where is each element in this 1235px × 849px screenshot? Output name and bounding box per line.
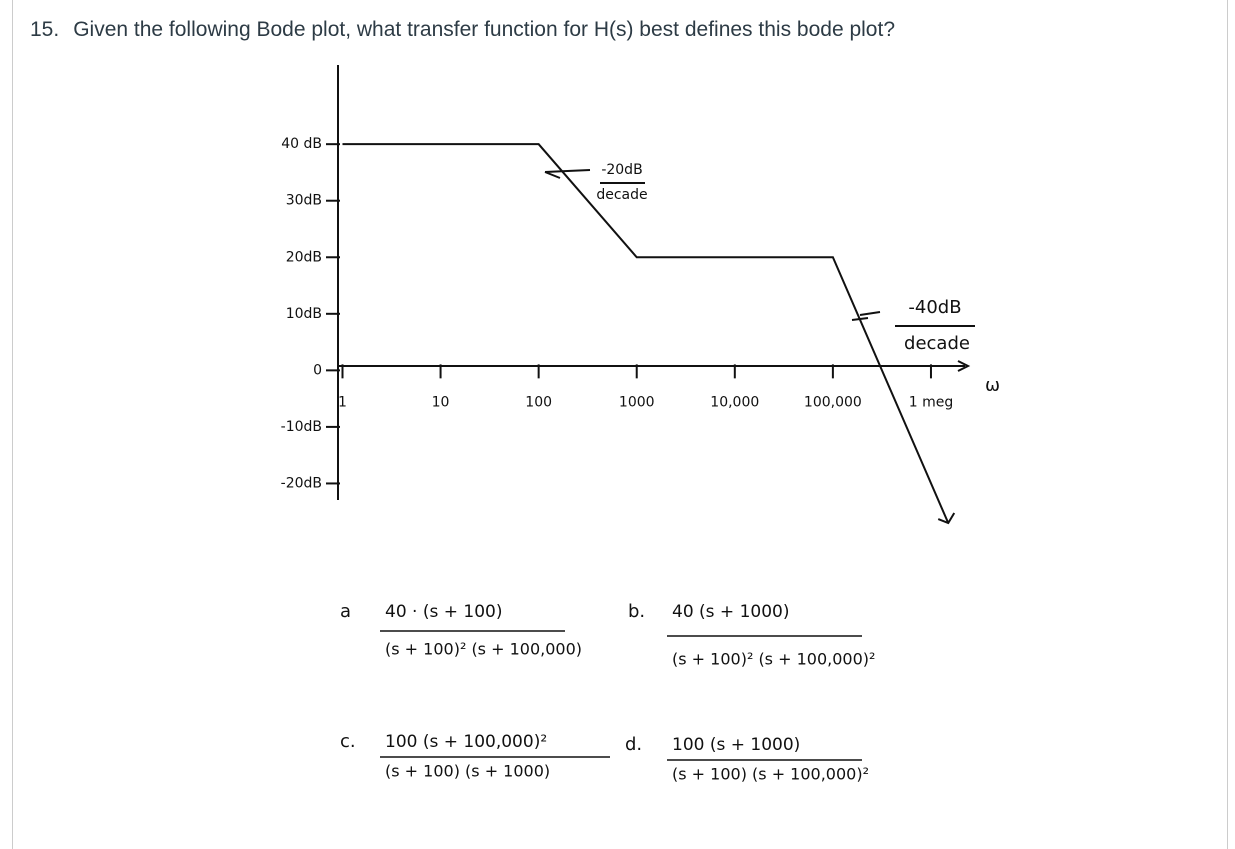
annotation: decade <box>596 187 647 203</box>
option-denominator: (s + 100)² (s + 100,000) <box>385 640 582 659</box>
y-tick-label: 20dB <box>286 249 322 265</box>
x-tick-label: 1 <box>338 394 347 410</box>
y-tick-label: 30dB <box>286 193 322 209</box>
question-number: 15. <box>30 18 60 41</box>
option-label: a <box>340 601 351 622</box>
option-numerator: 100 (s + 1000) <box>672 735 800 755</box>
y-tick-label: -10dB <box>281 419 322 435</box>
question-frame <box>12 0 1228 849</box>
line-arrow <box>937 512 956 525</box>
option-denominator: (s + 100) (s + 100,000)² <box>672 765 869 784</box>
y-tick-label: 10dB <box>286 306 322 322</box>
pointer-arrow <box>544 169 591 179</box>
annotation: decade <box>904 333 970 354</box>
x-axis-label: ω <box>985 375 1000 396</box>
x-axis-arrow <box>957 360 971 372</box>
y-tick-label: 40 dB <box>281 136 322 152</box>
x-tick-label: 100,000 <box>804 394 862 410</box>
y-tick-label: -20dB <box>281 475 322 491</box>
option-label: c. <box>340 731 356 752</box>
x-tick-label: 10,000 <box>710 394 759 410</box>
x-tick-label: 1000 <box>619 394 655 410</box>
option-numerator: 40 (s + 1000) <box>672 602 789 622</box>
x-tick-label: 100 <box>525 394 552 410</box>
x-tick-label: 1 meg <box>909 394 954 410</box>
option-numerator: 100 (s + 100,000)² <box>385 732 547 752</box>
annotation: -20dB <box>601 162 642 178</box>
y-tick-label: 0 <box>313 362 322 378</box>
question: 15. Given the following Bode plot, what t… <box>30 18 895 42</box>
option-label: b. <box>628 601 645 622</box>
option-label: d. <box>625 734 642 755</box>
option-denominator: (s + 100) (s + 1000) <box>385 762 550 781</box>
bode-line <box>342 143 950 524</box>
annotation: -40dB <box>908 297 961 318</box>
x-tick-label: 10 <box>432 394 450 410</box>
option-denominator: (s + 100)² (s + 100,000)² <box>672 650 875 669</box>
option-numerator: 40 · (s + 100) <box>385 602 502 622</box>
question-text: Given the following Bode plot, what tran… <box>73 18 895 41</box>
